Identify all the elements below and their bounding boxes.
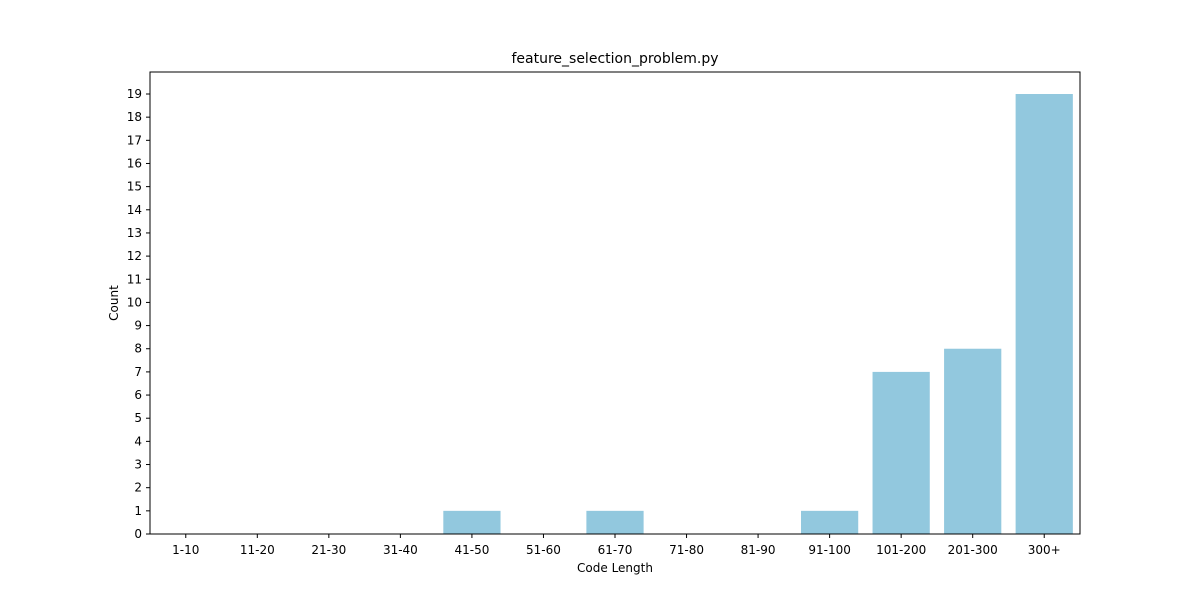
y-tick-label: 15 — [127, 180, 142, 194]
x-tick-label: 41-50 — [454, 543, 489, 557]
y-tick-label: 14 — [127, 203, 142, 217]
y-tick-label: 0 — [134, 527, 142, 541]
plot-frame — [149, 71, 1081, 535]
y-tick-label: 4 — [134, 434, 142, 448]
bar-101-200 — [872, 371, 930, 534]
y-axis-title: Count — [107, 285, 121, 321]
x-tick-label: 201-300 — [948, 543, 998, 557]
x-tick-label: 1-10 — [172, 543, 199, 557]
y-tick-label: 18 — [127, 110, 142, 124]
y-tick-label: 3 — [134, 458, 142, 472]
x-tick-label: 71-80 — [669, 543, 704, 557]
bar-201-300 — [944, 348, 1002, 534]
y-tick-label: 12 — [127, 249, 142, 263]
bars — [443, 94, 1073, 534]
bar-41-50 — [443, 510, 501, 534]
y-tick-label: 17 — [127, 133, 142, 147]
y-tick-label: 19 — [127, 87, 142, 101]
x-tick-label: 300+ — [1028, 543, 1061, 557]
y-tick-label: 5 — [134, 411, 142, 425]
x-axis-title: Code Length — [577, 561, 653, 575]
x-tick-label: 11-20 — [240, 543, 275, 557]
x-tick-label: 91-100 — [808, 543, 851, 557]
bar-61-70 — [586, 510, 644, 534]
x-tick-label: 101-200 — [876, 543, 926, 557]
x-tick-label: 61-70 — [598, 543, 633, 557]
y-tick-label: 10 — [127, 295, 142, 309]
x-tick-label: 21-30 — [311, 543, 346, 557]
x-axis-ticks: 1-10 11-20 21-30 31-40 41-50 51-60 61-70 71-80 8… — [172, 534, 1061, 557]
x-tick-label: 31-40 — [383, 543, 418, 557]
y-tick-label: 11 — [127, 272, 142, 286]
y-tick-label: 1 — [134, 504, 142, 518]
y-tick-label: 2 — [134, 481, 142, 495]
y-tick-label: 9 — [134, 319, 142, 333]
y-tick-label: 7 — [134, 365, 142, 379]
bar-300+ — [1015, 94, 1073, 534]
y-tick-label: 8 — [134, 342, 142, 356]
y-tick-label: 13 — [127, 226, 142, 240]
y-tick-label: 6 — [134, 388, 142, 402]
bar-91-100 — [801, 510, 859, 534]
x-tick-label: 81-90 — [741, 543, 776, 557]
y-tick-label: 16 — [127, 156, 142, 170]
x-tick-label: 51-60 — [526, 543, 561, 557]
chart-title: feature_selection_problem.py — [511, 51, 718, 67]
